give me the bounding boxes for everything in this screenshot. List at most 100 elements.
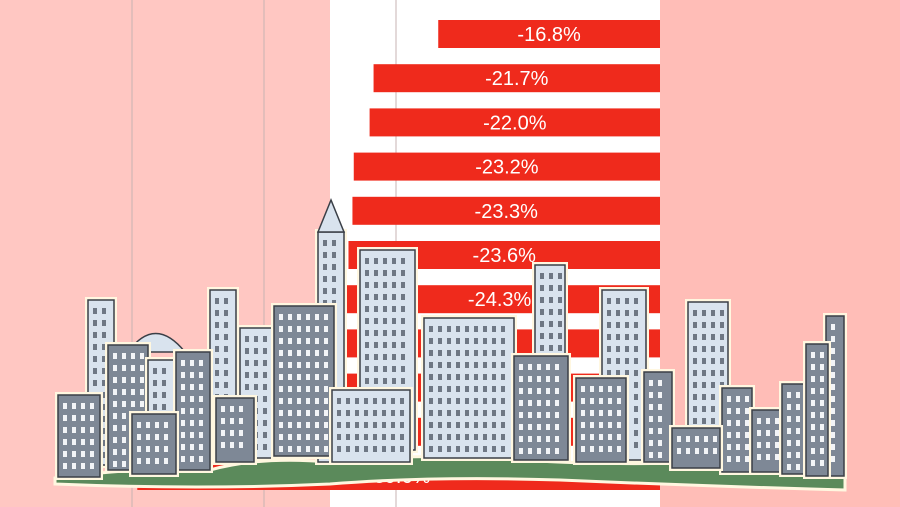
building-window [113, 377, 117, 383]
building-window [474, 386, 478, 392]
building-window [456, 374, 460, 380]
building-window [306, 326, 310, 332]
building-window [649, 416, 653, 422]
building-window [140, 389, 144, 395]
building-window [239, 442, 243, 448]
building-window [787, 440, 791, 446]
building-window [215, 334, 219, 340]
building-window [374, 282, 378, 288]
building-window [711, 310, 715, 316]
building-window [199, 372, 203, 378]
building-window [63, 439, 67, 445]
building-window [102, 392, 106, 398]
building-window [474, 350, 478, 356]
building-window [456, 338, 460, 344]
building-window [558, 333, 562, 339]
building-window [713, 436, 717, 442]
building-window [483, 410, 487, 416]
building-window [190, 372, 194, 378]
building-window [355, 398, 359, 404]
building-window [315, 422, 319, 428]
building-window [702, 346, 706, 352]
building-window [465, 446, 469, 452]
building-window [811, 448, 815, 454]
building-window [811, 376, 815, 382]
building-window [162, 380, 166, 386]
building-window [634, 418, 638, 424]
building-window [306, 434, 310, 440]
building-window [391, 398, 395, 404]
building-window [581, 422, 585, 428]
building-window [324, 362, 328, 368]
building-window [199, 396, 203, 402]
building-window [199, 456, 203, 462]
building-window [181, 420, 185, 426]
building-window [625, 298, 629, 304]
building-window [181, 372, 185, 378]
building-window [811, 400, 815, 406]
building-window [392, 378, 396, 384]
building-window [492, 374, 496, 380]
building-window [549, 309, 553, 315]
building-window [263, 372, 267, 378]
building-window [456, 434, 460, 440]
building-window [711, 322, 715, 328]
building-window [658, 392, 662, 398]
building-window [447, 362, 451, 368]
building [421, 315, 517, 461]
building-window [162, 392, 166, 398]
building-window [677, 448, 681, 454]
building-window [279, 362, 283, 368]
building-window [373, 422, 377, 428]
bar-value-label: -23.6% [473, 245, 537, 267]
building-window [288, 434, 292, 440]
building-window [501, 398, 505, 404]
building-window [373, 434, 377, 440]
building [329, 387, 413, 465]
building-window [625, 370, 629, 376]
building-window [279, 434, 283, 440]
building-window [102, 404, 106, 410]
building-window [400, 398, 404, 404]
building-window [474, 434, 478, 440]
building-window [581, 434, 585, 440]
building-window [492, 410, 496, 416]
building-window [102, 380, 106, 386]
building-window [383, 306, 387, 312]
building-window [483, 386, 487, 392]
building-window [474, 446, 478, 452]
building-window [365, 318, 369, 324]
building-window [474, 398, 478, 404]
building-window [519, 448, 523, 454]
building-window [90, 403, 94, 409]
building-window [831, 408, 835, 414]
building-window [365, 258, 369, 264]
building-window [546, 436, 550, 442]
building-window [528, 364, 532, 370]
building-window [337, 434, 341, 440]
building-window [492, 326, 496, 332]
building-window [429, 374, 433, 380]
building-window [649, 380, 653, 386]
building-window [400, 434, 404, 440]
building-window [164, 458, 168, 464]
building-window [736, 444, 740, 450]
building [271, 303, 337, 459]
building-window [519, 424, 523, 430]
building-window [787, 416, 791, 422]
building-window [590, 446, 594, 452]
building-window [383, 354, 387, 360]
building-window [332, 288, 336, 294]
building-window [254, 336, 258, 342]
building-window [704, 436, 708, 442]
building-window [702, 322, 706, 328]
building-window [447, 422, 451, 428]
building-window [702, 310, 706, 316]
building-window [555, 400, 559, 406]
building-window [634, 334, 638, 340]
building-window [324, 434, 328, 440]
building-window [224, 310, 228, 316]
building-window [346, 398, 350, 404]
building-window [190, 396, 194, 402]
building-window [279, 350, 283, 356]
